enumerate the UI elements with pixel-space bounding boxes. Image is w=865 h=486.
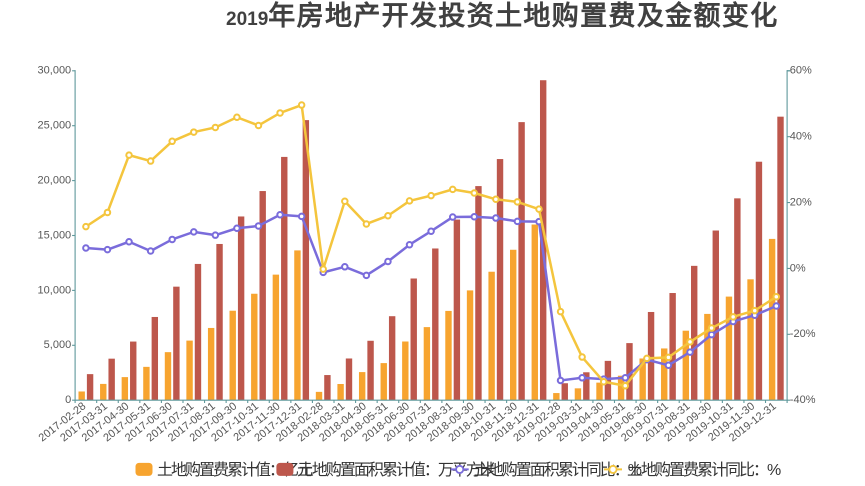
svg-text:30,000: 30,000	[38, 65, 72, 77]
svg-text:15,000: 15,000	[38, 229, 72, 241]
svg-text:土地购置费累计同比：%: 土地购置费累计同比：%	[627, 461, 781, 479]
svg-text:2019年房地产开发投资土地购置费及金额变化: 2019年房地产开发投资土地购置费及金额变化	[226, 0, 779, 31]
svg-text:0%: 0%	[790, 262, 806, 274]
svg-text:0: 0	[65, 394, 71, 406]
svg-text:20,000: 20,000	[38, 175, 72, 187]
svg-text:10,000: 10,000	[38, 284, 72, 296]
svg-text:-40%: -40%	[790, 394, 816, 406]
svg-text:40%: 40%	[790, 131, 812, 143]
svg-text:5,000: 5,000	[44, 339, 72, 351]
svg-text:土地购置面积累计值：万平方米: 土地购置面积累计值：万平方米	[298, 461, 496, 479]
svg-text:20%: 20%	[790, 197, 812, 209]
svg-text:土地购置面积累计同比：%: 土地购置面积累计同比：%	[474, 461, 642, 479]
svg-text:-20%: -20%	[790, 328, 816, 340]
svg-text:土地购置费累计值：亿元: 土地购置费累计值：亿元	[157, 461, 313, 479]
svg-text:25,000: 25,000	[38, 120, 72, 132]
svg-text:60%: 60%	[790, 65, 812, 77]
